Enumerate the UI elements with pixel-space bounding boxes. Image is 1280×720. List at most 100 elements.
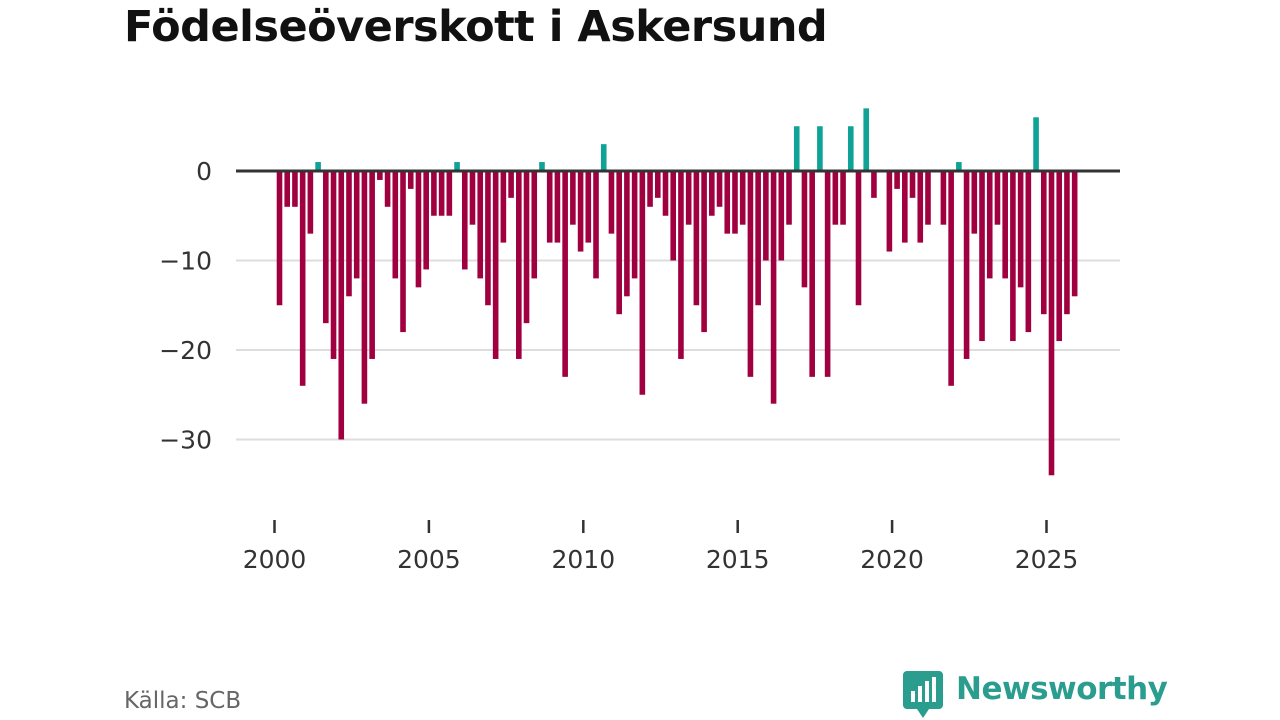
bar [485, 171, 491, 306]
grid-layer [236, 259, 1120, 441]
x-tick-label: 2010 [551, 545, 615, 574]
bar [1048, 171, 1055, 476]
bar [546, 171, 553, 243]
bar [701, 171, 707, 333]
bar [323, 171, 329, 324]
bar [840, 171, 846, 225]
bar [832, 171, 839, 225]
bar [600, 144, 607, 171]
x-tick-label: 2020 [860, 545, 924, 574]
bar [1040, 171, 1047, 315]
y-tick-label: 0 [196, 157, 212, 186]
bar [315, 162, 321, 171]
bar [477, 171, 484, 279]
brand-name: Newsworthy [956, 671, 1168, 707]
y-tick-label: −30 [159, 426, 212, 455]
bar [400, 171, 406, 333]
bar [847, 126, 854, 171]
bar [986, 171, 993, 279]
bar [871, 171, 877, 198]
bar [516, 171, 522, 359]
bar [716, 171, 723, 207]
newsworthy-logo-icon [903, 671, 943, 718]
bar [1064, 171, 1070, 315]
bars [276, 108, 1078, 476]
x-axis-ticks: 2000 2005 2010 2015 2020 2025 [243, 520, 1079, 574]
bar [454, 162, 460, 171]
bar [299, 171, 306, 386]
x-tick-label: 2025 [1015, 545, 1079, 574]
bar [894, 171, 900, 189]
bar [446, 171, 453, 216]
bar [979, 171, 985, 342]
bar [369, 171, 375, 359]
bar [284, 171, 291, 207]
bar [855, 171, 862, 306]
bar [539, 162, 545, 171]
bar [940, 171, 947, 225]
bar [909, 171, 916, 198]
bar [531, 171, 538, 279]
bar [554, 171, 561, 243]
x-tick-label: 2015 [706, 545, 770, 574]
bar [1017, 171, 1024, 288]
y-tick-label: −20 [159, 336, 212, 365]
bar [593, 171, 599, 279]
bar [786, 171, 792, 225]
bar [755, 171, 761, 306]
bar [577, 171, 584, 252]
bar [1010, 171, 1016, 342]
bar [1071, 171, 1078, 297]
bar [1033, 117, 1039, 171]
bar [693, 171, 700, 306]
bar [709, 171, 715, 216]
bar [1002, 171, 1008, 279]
y-axis-ticks: 0 −10 −20 −30 [159, 157, 212, 455]
bar [639, 171, 646, 395]
bar [654, 171, 661, 198]
y-tick-label: −10 [159, 247, 212, 276]
bar [770, 171, 777, 404]
bar [492, 171, 499, 359]
bar [747, 171, 754, 377]
bar [763, 171, 769, 261]
bar [562, 171, 568, 377]
x-tick-label: 2005 [397, 545, 461, 574]
chart-title: Födelseöverskott i Askersund [124, 2, 828, 52]
bar [508, 171, 514, 198]
bar [1025, 171, 1032, 333]
bar [585, 171, 592, 243]
bar [647, 171, 653, 207]
bar [732, 171, 738, 234]
bar [377, 171, 383, 180]
bar [616, 171, 622, 315]
bar [392, 171, 399, 279]
bar [431, 171, 437, 216]
bar [631, 171, 638, 279]
bar [276, 171, 283, 306]
bar [438, 171, 445, 216]
bar [925, 171, 931, 225]
bar [956, 162, 962, 171]
bar [330, 171, 337, 359]
bar [353, 171, 360, 279]
bar [809, 171, 815, 377]
bar [678, 171, 684, 359]
bar [886, 171, 893, 252]
bar [902, 171, 908, 243]
x-tick-label: 2000 [243, 545, 307, 574]
bar [739, 171, 746, 225]
bar [415, 171, 422, 288]
bar [670, 171, 677, 261]
bar [469, 171, 476, 225]
bar [423, 171, 429, 270]
bar [917, 171, 924, 243]
bar [994, 171, 1001, 225]
bar [971, 171, 978, 234]
bar [570, 171, 576, 225]
bar [523, 171, 530, 324]
bar [346, 171, 352, 297]
bar [863, 108, 870, 171]
bar [338, 171, 345, 440]
